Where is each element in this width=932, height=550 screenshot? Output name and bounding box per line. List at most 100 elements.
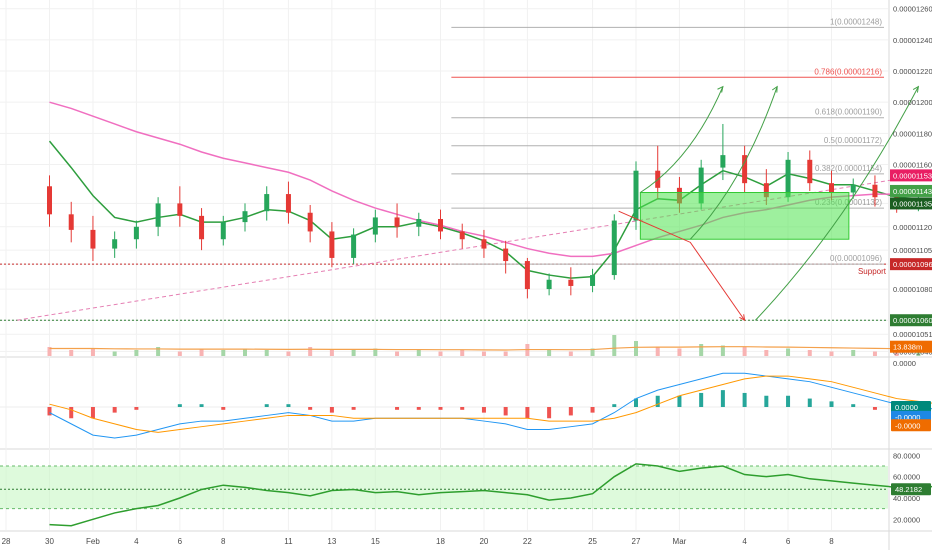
projection-drawing <box>618 85 920 322</box>
volume-bar <box>481 351 486 356</box>
price-tag-label: 0.00001135 <box>893 199 932 208</box>
volume-bar <box>872 351 877 356</box>
candle-body <box>351 234 357 258</box>
projection-arrow <box>755 86 919 321</box>
price-tag <box>890 258 932 271</box>
volume-bar <box>286 351 291 356</box>
volume-bar <box>547 350 552 356</box>
volume-bar <box>764 350 769 356</box>
volume-bar <box>69 350 74 356</box>
price-tag <box>890 184 932 197</box>
candle-body <box>307 212 313 232</box>
macd-value-tag <box>891 419 931 432</box>
price-tick-label: 0.00001120 <box>893 223 932 232</box>
time-tick-label: 8 <box>221 537 226 546</box>
macd-histogram-bar <box>395 407 400 410</box>
volume-bar <box>655 347 660 356</box>
volume-bar <box>829 351 834 356</box>
macd-histogram-bar <box>69 407 74 419</box>
rsi-pane <box>0 463 932 527</box>
candle-body <box>68 214 74 230</box>
candle-body <box>546 279 552 290</box>
macd-histogram-bar <box>264 404 269 407</box>
price-tag-label: 0.00001096 <box>893 260 932 269</box>
candle-body <box>394 217 400 227</box>
arrow-head <box>739 314 746 322</box>
time-tick-label: 22 <box>523 537 532 546</box>
rsi-tick-label: 60.0000 <box>893 473 920 482</box>
macd-histogram-bar <box>851 404 856 407</box>
time-tick-label: 20 <box>479 537 488 546</box>
fib-level-label: 0.786(0.00001216) <box>814 67 882 76</box>
macd-histogram-bar <box>612 404 617 407</box>
rsi-tick-label: 80.0000 <box>893 451 920 460</box>
macd-line <box>49 372 932 439</box>
price-tags: 0.00001153 0.00001143 0.00001135 0.00001096… <box>890 169 932 353</box>
price-tag-label: 0.00001153 <box>893 171 932 180</box>
candle-body <box>242 211 248 223</box>
volume-bar <box>699 344 704 356</box>
price-tick-label: 0.00001240 <box>893 36 932 45</box>
volume-bar <box>373 348 378 356</box>
candle-body <box>133 226 139 240</box>
volume-bar <box>612 335 617 356</box>
macd-histogram-bar <box>829 401 834 407</box>
volume-bar <box>677 348 682 356</box>
candle-body <box>850 184 856 193</box>
price-tick-label: 0.00001105 <box>893 246 932 255</box>
macd-histogram-bar <box>90 407 95 419</box>
candle-body <box>481 239 487 249</box>
macd-histogram-bar <box>720 390 725 407</box>
volume-bar <box>156 347 161 356</box>
candle-body <box>807 159 813 184</box>
macd-histogram-bar <box>699 392 704 407</box>
volume-bar <box>351 350 356 356</box>
candle-body <box>698 167 704 204</box>
macd-histogram-bar <box>438 407 443 410</box>
time-tick-label: 13 <box>327 537 336 546</box>
rsi-line <box>49 463 932 527</box>
macd-value-tag-label: -0.0000 <box>895 413 920 422</box>
time-tick-label: Mar <box>673 537 687 546</box>
fib-level-label: 0.618(0.00001190) <box>815 108 882 117</box>
time-tick-label: 8 <box>829 537 834 546</box>
macd-histogram-bar <box>134 407 139 410</box>
candle-body <box>459 231 465 240</box>
macd-histogram-bar <box>764 395 769 407</box>
time-tick-label: 27 <box>632 537 641 546</box>
macd-signal-line <box>49 375 932 433</box>
volume-pane <box>47 335 932 356</box>
macd-histogram-bar <box>221 407 226 410</box>
volume-bar <box>329 350 334 356</box>
volume-bar <box>720 345 725 356</box>
volume-bar <box>742 347 747 356</box>
candle-body <box>264 194 270 212</box>
projection-arrow <box>618 210 746 321</box>
volume-bar <box>243 348 247 356</box>
volume-bar <box>916 351 921 356</box>
price-tag <box>890 169 932 182</box>
projection-arrow <box>640 86 724 193</box>
arrow-head <box>717 85 724 93</box>
macd-histogram-bar <box>655 395 660 407</box>
volume-bar <box>634 341 638 356</box>
volume-bar <box>199 348 204 356</box>
candle-body <box>285 194 291 213</box>
time-tick-label: Feb <box>86 537 100 546</box>
candle-body <box>438 218 443 232</box>
volume-bar <box>264 350 269 356</box>
macd-histogram-bar <box>329 407 334 413</box>
candle-body <box>872 184 878 198</box>
candle-body <box>524 261 530 290</box>
rsi-value-tag-label: 48.2182 <box>895 485 922 494</box>
macd-histogram-bar <box>547 407 552 419</box>
macd-histogram-bar <box>177 404 182 407</box>
volume-bar <box>112 351 117 356</box>
time-tick-label: 30 <box>45 537 54 546</box>
volume-bar <box>90 348 95 356</box>
volume-bar <box>177 351 182 356</box>
arrow-head <box>771 85 778 93</box>
candle-body <box>220 222 226 240</box>
candle-body <box>90 229 96 249</box>
candle-body <box>611 220 617 276</box>
